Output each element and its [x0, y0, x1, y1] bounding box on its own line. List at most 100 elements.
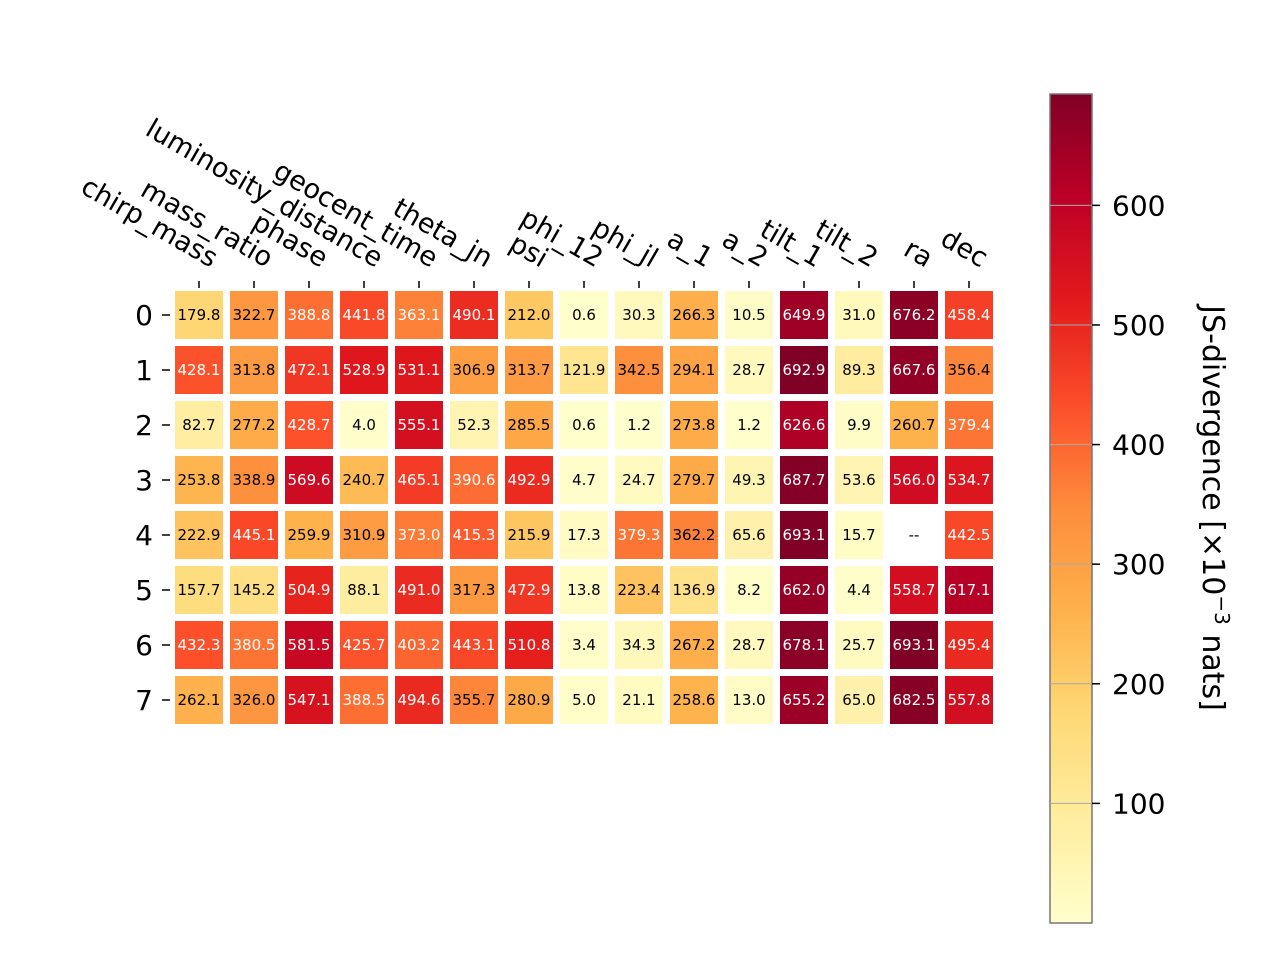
row-label-7: 7	[135, 684, 153, 717]
heatmap-cell: 136.9	[670, 566, 718, 614]
heatmap-cell-label: 3.4	[572, 636, 596, 654]
heatmap-cell-label: 280.9	[508, 691, 551, 709]
heatmap-cell-label: 458.4	[948, 306, 991, 324]
heatmap-cell-rect	[945, 346, 993, 394]
heatmap-cell-rect	[615, 676, 663, 724]
heatmap-cell-label: 558.7	[893, 581, 936, 599]
heatmap-cell-label: 528.9	[343, 361, 386, 379]
heatmap-cell-rect	[450, 346, 498, 394]
heatmap-cell: 581.5	[285, 621, 333, 669]
heatmap-cell: 379.4	[945, 401, 993, 449]
heatmap-cell: 555.1	[395, 401, 443, 449]
heatmap-cell-label: 649.9	[783, 306, 826, 324]
heatmap-cell: 277.2	[230, 401, 278, 449]
heatmap-cell-rect	[890, 676, 938, 724]
heatmap-cell: 547.1	[285, 676, 333, 724]
heatmap-cell: 13.8	[560, 566, 608, 614]
colorbar-tick-label: 400	[1112, 429, 1165, 462]
heatmap-cell-rect	[670, 401, 718, 449]
heatmap-cell-label: 121.9	[563, 361, 606, 379]
heatmap-cell-rect	[505, 456, 553, 504]
heatmap-cell-label: 273.8	[673, 416, 716, 434]
heatmap-cell-label: 472.1	[288, 361, 331, 379]
heatmap-cell-rect	[835, 621, 883, 669]
heatmap-cell: 557.8	[945, 676, 993, 724]
heatmap-cell-rect	[505, 401, 553, 449]
heatmap-cell-label: 581.5	[288, 636, 331, 654]
heatmap-cell: 569.6	[285, 456, 333, 504]
heatmap-cell: 491.0	[395, 566, 443, 614]
row-label-2: 2	[135, 409, 153, 442]
heatmap-cell-label: 222.9	[178, 526, 221, 544]
heatmap-cell-rect	[450, 456, 498, 504]
heatmap-cell-label: 494.6	[398, 691, 441, 709]
heatmap-cell: 88.1	[340, 566, 388, 614]
heatmap-cell-label: 30.3	[622, 306, 655, 324]
heatmap-cell-rect	[780, 346, 828, 394]
colorbar-ticks: 100 200 300 400 500 600	[1050, 189, 1165, 820]
heatmap-cell: 495.4	[945, 621, 993, 669]
heatmap-cell: 428.7	[285, 401, 333, 449]
heatmap-cell-label: 258.6	[673, 691, 716, 709]
heatmap-cell: 65.6	[725, 511, 773, 559]
heatmap-cell: 504.9	[285, 566, 333, 614]
heatmap-cell-rect	[670, 621, 718, 669]
heatmap-cell: 15.7	[835, 511, 883, 559]
heatmap-cell-label: 52.3	[457, 416, 490, 434]
heatmap-cell-rect	[450, 621, 498, 669]
heatmap-cell: 240.7	[340, 456, 388, 504]
heatmap-cell: 362.2	[670, 511, 718, 559]
heatmap-cell-label: 223.4	[618, 581, 661, 599]
heatmap-cell-label: 8.2	[737, 581, 761, 599]
heatmap-cell-label: 692.9	[783, 361, 826, 379]
heatmap-cell-label: 490.1	[453, 306, 496, 324]
heatmap-cell: 273.8	[670, 401, 718, 449]
heatmap-cell-rect	[945, 676, 993, 724]
heatmap-cell-rect	[890, 456, 938, 504]
heatmap-cell: 10.5	[725, 291, 773, 339]
heatmap-cell: 403.2	[395, 621, 443, 669]
colorbar-tick-label: 100	[1112, 787, 1165, 820]
heatmap-cell-label: 0.6	[572, 416, 596, 434]
heatmap-cell: 676.2	[890, 291, 938, 339]
heatmap-cell: 121.9	[560, 346, 608, 394]
heatmap-cell-label: 504.9	[288, 581, 331, 599]
column-label-phi-jl: phi_jl	[587, 212, 663, 274]
heatmap-cell-rect	[670, 346, 718, 394]
heatmap-cell-rect	[780, 291, 828, 339]
heatmap-cell-label: 388.5	[343, 691, 386, 709]
heatmap-cell-label: 492.9	[508, 471, 551, 489]
heatmap-cell-rect	[835, 401, 883, 449]
heatmap-cell: 313.7	[505, 346, 553, 394]
heatmap-cell-label: 557.8	[948, 691, 991, 709]
heatmap-cell-rect	[890, 346, 938, 394]
row-label-5: 5	[135, 574, 153, 607]
heatmap-cell-rect	[230, 676, 278, 724]
heatmap-cell-rect	[670, 456, 718, 504]
heatmap-cell-label: 379.3	[618, 526, 661, 544]
colorbar-tick-label: 500	[1112, 309, 1165, 342]
heatmap-cell-label: 145.2	[233, 581, 276, 599]
heatmap-cell: 682.5	[890, 676, 938, 724]
heatmap-cell-rect	[560, 291, 608, 339]
heatmap-cell: 89.3	[835, 346, 883, 394]
heatmap-cell-label: 259.9	[288, 526, 331, 544]
heatmap-cell: 667.6	[890, 346, 938, 394]
heatmap-cell-rect	[230, 401, 278, 449]
heatmap-cell-label: 534.7	[948, 471, 991, 489]
heatmap-cell-rect	[395, 401, 443, 449]
heatmap-cell-label: 49.3	[732, 471, 765, 489]
heatmap-cell: 1.2	[615, 401, 663, 449]
heatmap-cell-label: 9.9	[847, 416, 871, 434]
heatmap-cell-label: 379.4	[948, 416, 991, 434]
heatmap-cell-label: 285.5	[508, 416, 551, 434]
heatmap-cell: 30.3	[615, 291, 663, 339]
heatmap-cell: 379.3	[615, 511, 663, 559]
heatmap-cell: 692.9	[780, 346, 828, 394]
heatmap-cell: 534.7	[945, 456, 993, 504]
heatmap-cell: 356.4	[945, 346, 993, 394]
heatmap-cell-rect	[945, 456, 993, 504]
heatmap-cell-label: 313.8	[233, 361, 276, 379]
heatmap-cell-label: 240.7	[343, 471, 386, 489]
